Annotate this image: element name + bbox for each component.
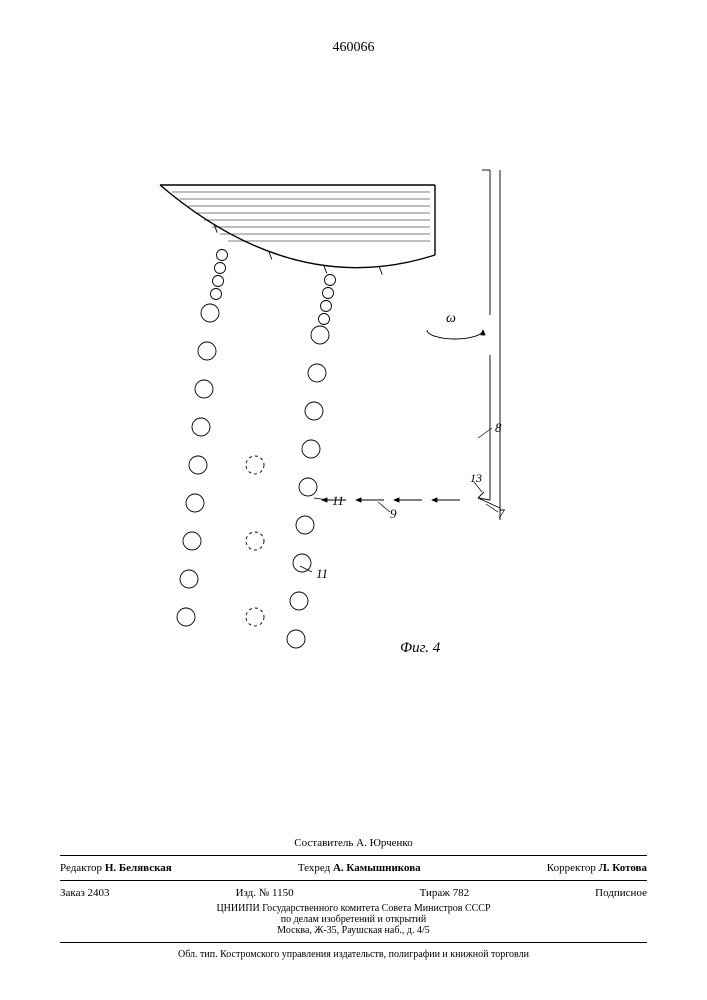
figure-4: ω 8 13 7 9 11 11 Фиг. 4 — [100, 100, 600, 660]
svg-text:11: 11 — [332, 493, 344, 508]
colophon-block: Составитель А. Юрченко Редактор Н. Беляв… — [60, 833, 647, 960]
corrector: Корректор Л. Котова — [547, 862, 647, 874]
svg-text:11: 11 — [316, 566, 328, 581]
pub-row: Заказ 2403 Изд. № 1150 Тираж 782 Подписн… — [60, 887, 647, 899]
editor: Редактор Н. Белявская — [60, 862, 172, 874]
svg-text:8: 8 — [495, 420, 502, 435]
svg-text:13: 13 — [470, 471, 482, 485]
figure-svg: ω 8 13 7 9 11 11 — [100, 100, 600, 660]
compiler-line: Составитель А. Юрченко — [60, 837, 647, 849]
page-number: 460066 — [333, 40, 375, 56]
org-line-1: ЦНИИПИ Государственного комитета Совета … — [60, 903, 647, 914]
tirage: Тираж 782 — [420, 887, 470, 899]
printer-line: Обл. тип. Костромского управления издате… — [60, 949, 647, 960]
divider — [60, 942, 647, 943]
svg-text:9: 9 — [390, 506, 397, 521]
divider — [60, 855, 647, 856]
address: Москва, Ж-35, Раушская наб., д. 4/5 — [60, 925, 647, 936]
credit-row: Редактор Н. Белявская Техред А. Камышник… — [60, 862, 647, 874]
svg-text:7: 7 — [498, 506, 505, 521]
tech: Техред А. Камышникова — [298, 862, 421, 874]
izd: Изд. № 1150 — [236, 887, 294, 899]
figure-caption: Фиг. 4 — [400, 640, 440, 657]
order: Заказ 2403 — [60, 887, 110, 899]
org-line-2: по делам изобретений и открытий — [60, 914, 647, 925]
subscription: Подписное — [595, 887, 647, 899]
svg-text:ω: ω — [446, 311, 456, 326]
divider — [60, 880, 647, 881]
